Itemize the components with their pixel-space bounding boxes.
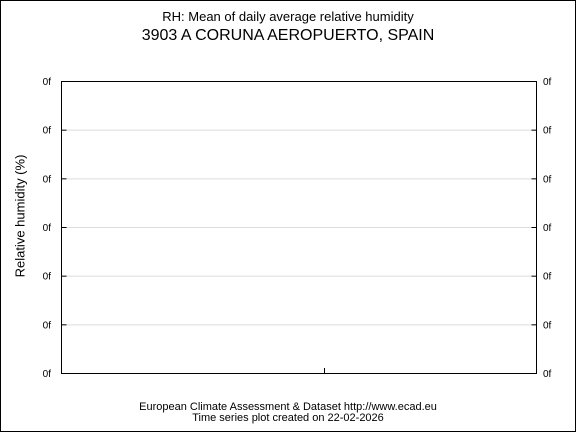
y-tick-label-left: 0f <box>43 320 52 331</box>
chart-title: RH: Mean of daily average relative humid… <box>162 9 414 24</box>
y-tick-label-left: 0f <box>43 174 52 185</box>
y-tick-label-right: 0f <box>543 77 552 88</box>
y-tick-label-right: 0f <box>543 126 552 137</box>
y-tick-label-right: 0f <box>543 369 552 380</box>
y-tick-label-right: 0f <box>543 272 552 283</box>
y-tick-label-left: 0f <box>43 272 52 283</box>
y-tick-label-left: 0f <box>43 223 52 234</box>
y-tick-label-right: 0f <box>543 320 552 331</box>
footer-source: European Climate Assessment & Dataset ht… <box>139 401 437 413</box>
y-tick-label-left: 0f <box>43 77 52 88</box>
y-tick-label-left: 0f <box>43 369 52 380</box>
footer-created: Time series plot created on 22-02-2026 <box>192 412 384 424</box>
y-tick-label-left: 0f <box>43 126 52 137</box>
chart-subtitle: 3903 A CORUNA AEROPUERTO, SPAIN <box>141 27 435 44</box>
y-tick-label-right: 0f <box>543 223 552 234</box>
y-tick-label-right: 0f <box>543 174 552 185</box>
